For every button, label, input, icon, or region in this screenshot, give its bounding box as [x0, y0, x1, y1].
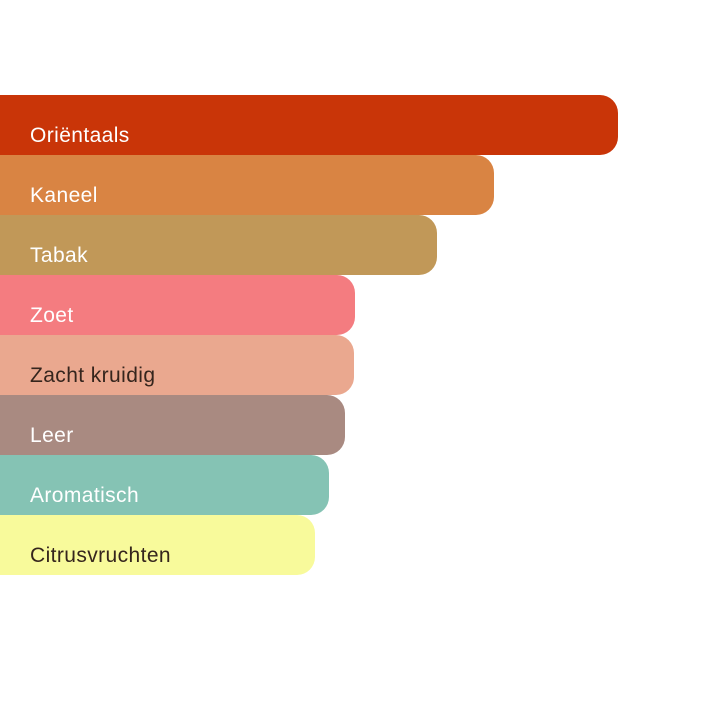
bar-kaneel: Kaneel: [0, 155, 494, 215]
bar-label-citrusvruchten: Citrusvruchten: [30, 543, 171, 567]
bar-label-kaneel: Kaneel: [30, 183, 98, 207]
bar-leer: Leer: [0, 395, 345, 455]
bar-label-orientaals: Oriëntaals: [30, 123, 130, 147]
bar-aromatisch: Aromatisch: [0, 455, 329, 515]
bar-tabak: Tabak: [0, 215, 437, 275]
bar-label-aromatisch: Aromatisch: [30, 483, 140, 507]
bar-label-zoet: Zoet: [30, 303, 74, 327]
bar-orientaals: Oriëntaals: [0, 95, 618, 155]
bar-chart: Oriëntaals Kaneel Tabak Zoet Zacht kruidig Le…: [0, 95, 724, 575]
bar-label-zacht-kruidig: Zacht kruidig: [30, 363, 156, 387]
bar-zoet: Zoet: [0, 275, 355, 335]
bar-citrusvruchten: Citrusvruchten: [0, 515, 315, 575]
bar-label-leer: Leer: [30, 423, 74, 447]
bar-label-tabak: Tabak: [30, 243, 89, 267]
bar-zacht-kruidig: Zacht kruidig: [0, 335, 354, 395]
